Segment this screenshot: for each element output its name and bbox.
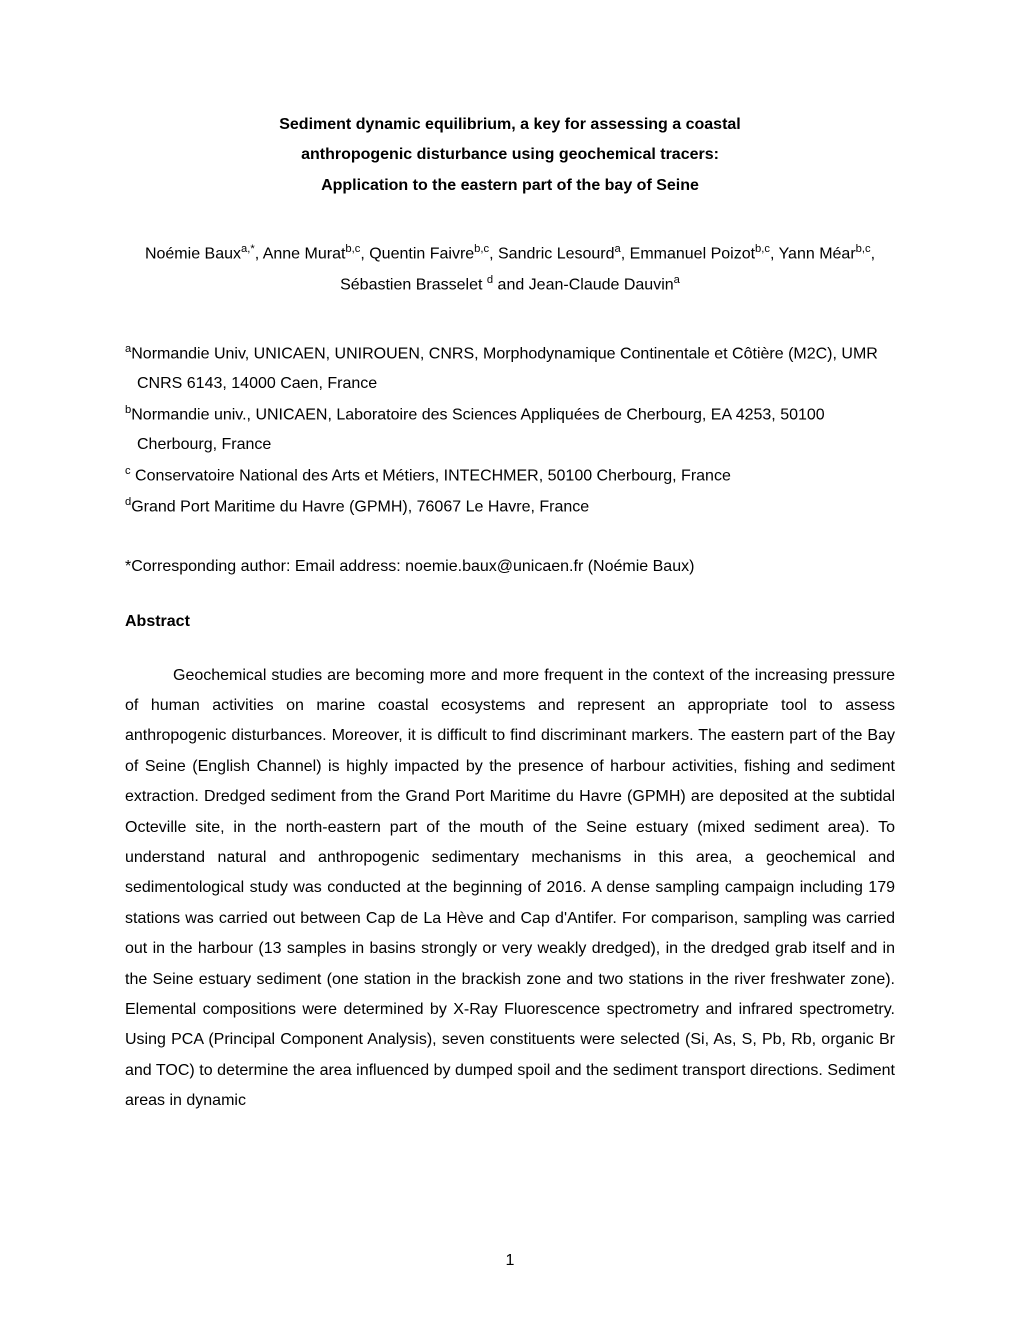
affiliation-a: aNormandie Univ, UNICAEN, UNIROUEN, CNRS…: [125, 339, 895, 400]
title-line-2: anthropogenic disturbance using geochemi…: [125, 140, 895, 170]
affiliation-d: dGrand Port Maritime du Havre (GPMH), 76…: [125, 492, 895, 523]
abstract-heading: Abstract: [125, 613, 895, 631]
authors-block: Noémie Bauxa,*, Anne Muratb,c, Quentin F…: [125, 239, 895, 300]
title-line-1: Sediment dynamic equilibrium, a key for …: [125, 110, 895, 140]
affiliation-b: bNormandie univ., UNICAEN, Laboratoire d…: [125, 400, 895, 461]
corresponding-author: *Corresponding author: Email address: no…: [125, 552, 895, 582]
abstract-body: Geochemical studies are becoming more an…: [125, 661, 895, 1117]
title-line-3: Application to the eastern part of the b…: [125, 171, 895, 201]
title-block: Sediment dynamic equilibrium, a key for …: [125, 110, 895, 201]
page-number: 1: [506, 1252, 515, 1270]
affiliation-c: c Conservatoire National des Arts et Mét…: [125, 461, 895, 492]
affiliations-block: aNormandie Univ, UNICAEN, UNIROUEN, CNRS…: [125, 339, 895, 523]
